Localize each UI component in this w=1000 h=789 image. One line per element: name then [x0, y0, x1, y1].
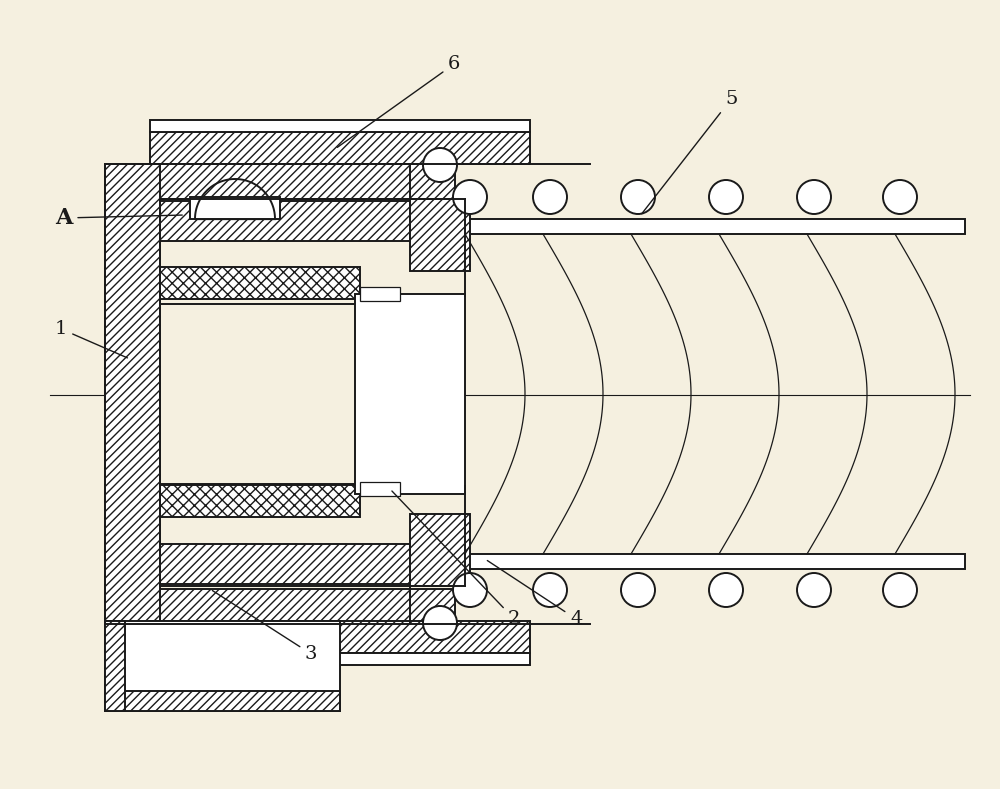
Bar: [160, 201, 410, 241]
Text: A: A: [55, 207, 182, 229]
Bar: [460, 554, 965, 569]
Circle shape: [709, 573, 743, 607]
Circle shape: [533, 180, 567, 214]
Bar: [360, 287, 400, 301]
Bar: [160, 485, 360, 517]
Text: 1: 1: [55, 320, 127, 358]
Bar: [160, 544, 410, 584]
Circle shape: [423, 606, 457, 640]
Text: 3: 3: [212, 590, 318, 663]
Circle shape: [533, 573, 567, 607]
Bar: [410, 514, 470, 586]
Bar: [150, 132, 530, 164]
Circle shape: [621, 180, 655, 214]
Bar: [190, 197, 280, 219]
Text: 4: 4: [487, 560, 582, 628]
Circle shape: [453, 180, 487, 214]
Bar: [150, 120, 530, 132]
Bar: [105, 621, 340, 711]
Bar: [410, 199, 470, 271]
Bar: [105, 691, 340, 711]
Circle shape: [621, 573, 655, 607]
Bar: [105, 621, 125, 711]
Circle shape: [453, 573, 487, 607]
Bar: [160, 267, 360, 299]
Circle shape: [883, 573, 917, 607]
Bar: [150, 653, 530, 665]
Text: 2: 2: [392, 491, 520, 628]
Circle shape: [423, 148, 457, 182]
Circle shape: [797, 180, 831, 214]
Circle shape: [883, 180, 917, 214]
Bar: [105, 589, 455, 624]
Circle shape: [709, 180, 743, 214]
Bar: [160, 304, 460, 484]
Bar: [150, 621, 530, 653]
Text: 5: 5: [642, 90, 737, 214]
Bar: [105, 164, 160, 624]
Bar: [460, 219, 965, 234]
Bar: [360, 482, 400, 496]
Bar: [105, 164, 455, 199]
Circle shape: [797, 573, 831, 607]
Text: 6: 6: [337, 55, 460, 148]
Bar: [355, 294, 465, 494]
